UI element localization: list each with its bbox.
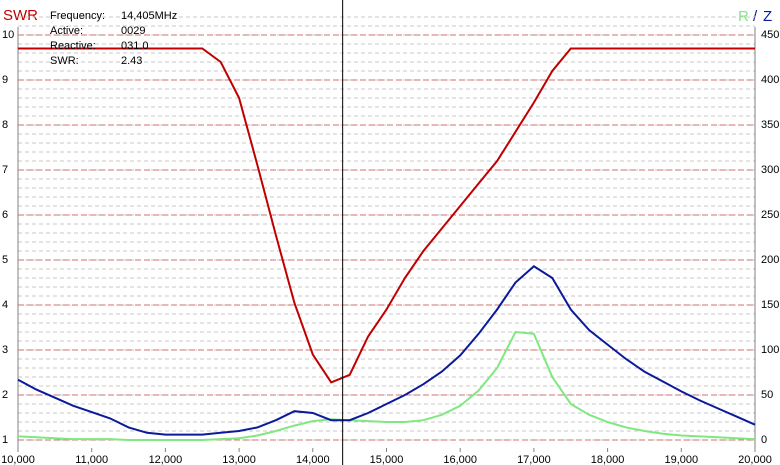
r-legend: R [738, 8, 749, 25]
x-tick-label: 16,000 [443, 454, 477, 465]
series-line [18, 47, 755, 384]
readout-value: 14,405MHz [121, 10, 177, 22]
z-legend: Z [763, 8, 772, 25]
y-tick-label: 8 [2, 119, 8, 131]
readout-label: Frequency: [50, 10, 105, 22]
y2-tick-label: 250 [761, 209, 779, 221]
readout-label: SWR: [50, 55, 79, 67]
x-tick-label: 10,000 [1, 454, 35, 465]
y2-tick-label: 450 [761, 29, 779, 41]
y2-tick-label: 300 [761, 164, 779, 176]
readout-value: 2.43 [121, 55, 142, 67]
y-tick-label: 2 [2, 389, 8, 401]
y-tick-label: 5 [2, 254, 8, 266]
y-tick-label: 3 [2, 344, 8, 356]
x-tick-label: 17,000 [517, 454, 551, 465]
x-tick-label: 13,000 [222, 454, 256, 465]
x-tick-label: 15,000 [370, 454, 404, 465]
x-tick-label: 19,000 [664, 454, 698, 465]
y-tick-label: 1 [2, 434, 8, 446]
x-tick-label: 20,000 [738, 454, 772, 465]
swr-legend: SWR [3, 7, 38, 24]
y2-tick-label: 350 [761, 119, 779, 131]
readout-value: 031.0 [121, 40, 149, 52]
readout-label: Reactive: [50, 40, 96, 52]
y-tick-label: 10 [2, 29, 14, 41]
series-line [17, 265, 756, 436]
x-tick-label: 12,000 [149, 454, 183, 465]
y2-tick-label: 200 [761, 254, 779, 266]
y-tick-label: 9 [2, 74, 8, 86]
y-tick-label: 7 [2, 164, 8, 176]
y-tick-label: 6 [2, 209, 8, 221]
y2-tick-label: 400 [761, 74, 779, 86]
readout-label: Active: [50, 25, 83, 37]
x-tick-label: 14,000 [296, 454, 330, 465]
y-tick-label: 4 [2, 299, 8, 311]
y2-tick-label: 50 [761, 389, 773, 401]
series-line [17, 330, 756, 441]
x-tick-label: 18,000 [591, 454, 625, 465]
y2-tick-label: 0 [761, 434, 767, 446]
legend-separator: / [753, 8, 758, 25]
readout-value: 0029 [121, 25, 145, 37]
y2-tick-label: 150 [761, 299, 779, 311]
x-tick-label: 11,000 [75, 454, 108, 465]
y2-tick-label: 100 [761, 344, 779, 356]
